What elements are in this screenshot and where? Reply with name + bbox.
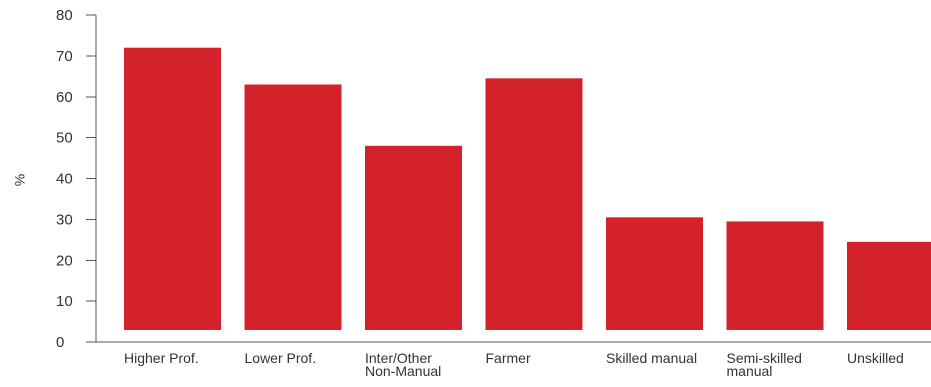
- x-category-label: Inter/Other Non-Manual: [365, 350, 441, 379]
- y-axis-title: %: [12, 174, 28, 186]
- x-category-label: Lower Prof.: [245, 350, 317, 366]
- bar: [124, 47, 221, 330]
- bar: [606, 217, 703, 330]
- bar: [726, 221, 824, 330]
- y-tick-label: 30: [56, 211, 73, 228]
- x-category-label: Farmer: [486, 350, 531, 366]
- x-category-label: Higher Prof.: [124, 350, 199, 366]
- y-tick-label: 60: [56, 89, 73, 106]
- y-tick-label: 80: [56, 7, 73, 24]
- y-axis-ticks: 0 10 20 30 40 50 60 70 80: [56, 7, 96, 351]
- y-tick-label: 50: [56, 130, 73, 147]
- bar: [485, 78, 583, 330]
- bar: [847, 241, 931, 330]
- y-tick-label: 0: [56, 334, 64, 351]
- bar: [365, 145, 462, 330]
- x-category-label: Semi-skilled manual: [727, 350, 802, 379]
- x-axis-labels: Higher Prof. Lower Prof. Inter/Other Non-Ma…: [124, 350, 904, 379]
- y-tick-label: 40: [56, 171, 73, 188]
- bar: [244, 84, 342, 330]
- x-category-label: Skilled manual: [606, 350, 697, 366]
- y-tick-label: 70: [56, 48, 73, 65]
- y-tick-label: 10: [56, 293, 73, 310]
- bars: [124, 47, 931, 330]
- y-tick-label: 20: [56, 252, 73, 269]
- x-category-label: Unskilled: [847, 350, 904, 366]
